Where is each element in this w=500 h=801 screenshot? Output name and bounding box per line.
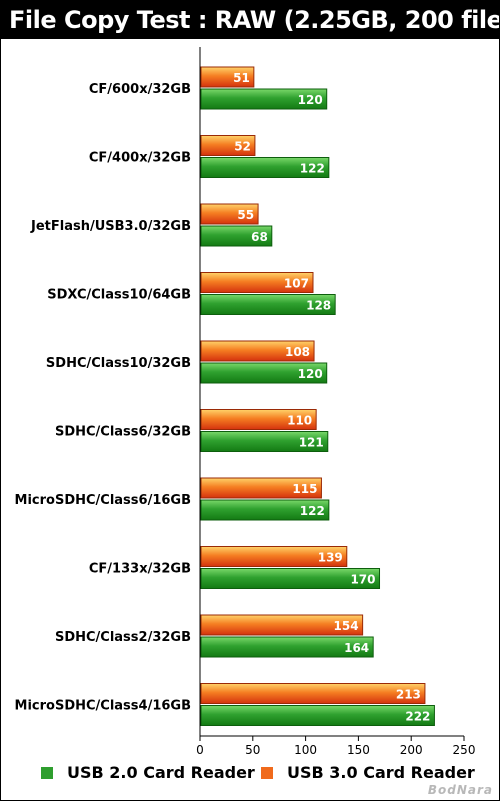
x-tick-label: 250 xyxy=(453,743,476,757)
bar-usb3 xyxy=(200,66,255,88)
category-label: JetFlash/USB3.0/32GB xyxy=(30,219,191,234)
x-tick-label: 200 xyxy=(400,743,423,757)
bar-usb2 xyxy=(200,705,435,726)
data-label-usb3: 110 xyxy=(287,414,312,428)
category-label: SDHC/Class2/32GB xyxy=(55,630,191,645)
bar-usb2 xyxy=(200,225,273,247)
watermark-logo: BodNara xyxy=(427,783,493,797)
data-label-usb3: 115 xyxy=(292,482,317,496)
category-label: CF/133x/32GB xyxy=(89,562,191,577)
chart-title: File Copy Test : RAW (2.25GB, 200 files) xyxy=(9,6,500,34)
data-label-usb2: 120 xyxy=(298,367,323,381)
data-label-usb2: 122 xyxy=(300,504,325,518)
bar-usb3 xyxy=(200,409,317,430)
x-tick-label: 0 xyxy=(196,743,204,757)
bar-usb2 xyxy=(200,431,329,452)
data-label-usb3: 55 xyxy=(237,208,254,222)
data-label-usb2: 122 xyxy=(300,162,325,176)
data-label-usb3: 51 xyxy=(233,71,250,85)
data-label-usb3: 52 xyxy=(234,140,251,154)
bar-usb3 xyxy=(200,614,364,636)
data-label-usb3: 107 xyxy=(284,277,309,291)
category-label: SDHC/Class6/32GB xyxy=(55,425,191,440)
title-bar: File Copy Test : RAW (2.25GB, 200 files) xyxy=(1,1,499,39)
data-label-usb3: 213 xyxy=(396,688,421,702)
data-label-usb3: 139 xyxy=(318,551,343,565)
category-label: SDXC/Class10/64GB xyxy=(47,288,191,303)
legend-item-usb3: USB 3.0 Card Reader xyxy=(261,763,475,782)
bar-usb2 xyxy=(200,499,330,521)
legend-label-usb3: USB 3.0 Card Reader xyxy=(287,763,475,782)
category-label: CF/600x/32GB xyxy=(89,82,191,97)
bar-usb2 xyxy=(200,362,328,384)
data-label-usb2: 128 xyxy=(306,299,331,313)
legend-swatch-usb2 xyxy=(41,766,53,779)
legend-label-usb2: USB 2.0 Card Reader xyxy=(67,763,255,782)
bar-usb2 xyxy=(200,568,381,589)
bar-usb3 xyxy=(200,683,426,704)
data-label-usb2: 164 xyxy=(344,641,369,655)
legend-swatch-usb3 xyxy=(261,766,273,779)
data-label-usb2: 120 xyxy=(298,93,323,107)
bar-usb3 xyxy=(200,272,314,293)
data-label-usb2: 68 xyxy=(251,230,268,244)
bar-usb2 xyxy=(200,157,330,178)
x-tick-label: 150 xyxy=(347,743,370,757)
bar-usb3 xyxy=(200,340,315,362)
bar-usb2 xyxy=(200,636,374,658)
category-label: MicroSDHC/Class4/16GB xyxy=(15,699,191,714)
bar-usb2 xyxy=(200,88,328,110)
category-label: CF/400x/32GB xyxy=(89,151,191,166)
x-tick-label: 100 xyxy=(294,743,317,757)
data-label-usb2: 170 xyxy=(350,573,375,587)
legend-item-usb2: USB 2.0 Card Reader xyxy=(41,763,255,782)
bar-usb3 xyxy=(200,477,322,499)
category-label: SDHC/Class10/32GB xyxy=(46,356,191,371)
bar-usb2 xyxy=(200,294,336,315)
legend: USB 2.0 Card Reader USB 3.0 Card Reader xyxy=(1,763,499,789)
data-label-usb3: 108 xyxy=(285,345,310,359)
bar-chart: CF/600x/32GB 51 120 CF/400x/32GB 52 122 JetFla… xyxy=(15,47,476,757)
x-tick-label: 50 xyxy=(245,743,260,757)
category-label: MicroSDHC/Class6/16GB xyxy=(15,493,191,508)
bar-usb3 xyxy=(200,203,259,225)
data-label-usb2: 222 xyxy=(405,710,430,724)
data-label-usb2: 121 xyxy=(299,436,324,450)
bar-usb3 xyxy=(200,546,348,567)
bar-usb3 xyxy=(200,135,256,156)
data-label-usb3: 154 xyxy=(334,619,359,633)
